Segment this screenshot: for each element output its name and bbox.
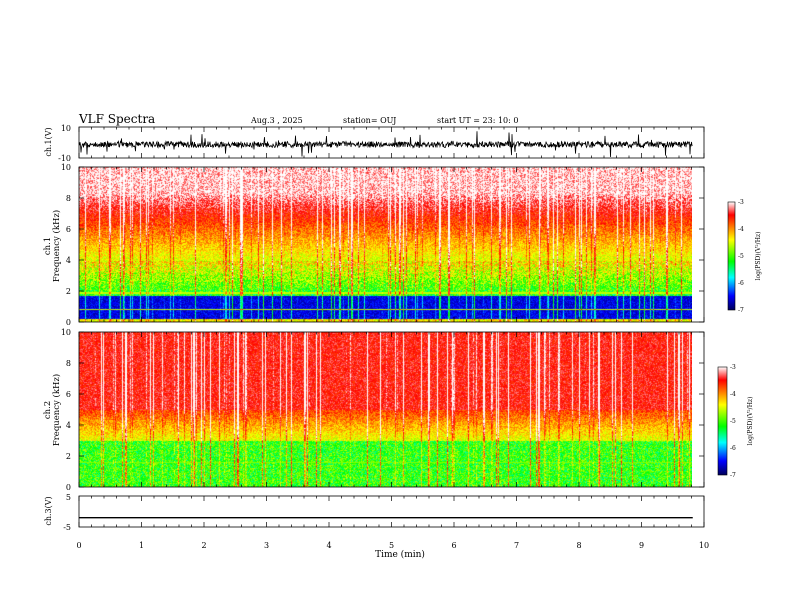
frequency-tick-label: 4: [66, 256, 71, 265]
time-tick-label: 0: [76, 541, 81, 550]
ch2-spectrogram-panel: 0 2 4 6 8 10 ch.2 Frequency (kHz): [43, 328, 705, 492]
colorbar-tick-label: -4: [738, 226, 744, 233]
frequency-tick-label: 8: [66, 359, 71, 368]
ch1-ytick-top: 10: [61, 124, 71, 133]
colorbar-tick-label: -3: [738, 199, 744, 206]
ch1-spectrogram-image: [79, 167, 692, 322]
time-tick-label: 9: [639, 541, 644, 550]
colorbar-tick-label: -7: [738, 307, 744, 314]
ch2-colorbar-label: log(PSD)(V²/Hz): [747, 397, 754, 446]
time-tick-label: 10: [699, 541, 709, 550]
time-tick-label: 6: [451, 541, 456, 550]
colorbar-tick-label: -6: [738, 280, 744, 287]
colorbar-tick-label: -5: [730, 418, 736, 425]
time-tick-label: 3: [264, 541, 269, 550]
date-label: Aug.3 , 2025: [250, 116, 303, 125]
ch1-colorbar: -3 -4 -5 -6 -7 log(PSD)(V²/Hz): [727, 199, 762, 314]
frequency-tick-label: 2: [66, 452, 71, 461]
figure-title: VLF Spectra: [78, 112, 155, 126]
ch1-ytick-bottom: -10: [58, 154, 71, 163]
frequency-tick-label: 0: [66, 483, 71, 492]
ch3-waveform-panel: 5 -5 ch.3(V): [44, 493, 705, 532]
ch3-ytick-bottom: -5: [63, 523, 71, 532]
time-tick-label: 5: [389, 541, 394, 550]
ch2-spectrogram-image: [79, 332, 692, 487]
colorbar-tick-label: -3: [730, 364, 736, 371]
ch1-waveform-panel: 10 -10 ch.1(V): [44, 124, 705, 163]
time-tick-label: 4: [326, 541, 331, 550]
ch1-colorbar-gradient: [727, 201, 736, 311]
frequency-tick-label: 0: [66, 318, 71, 327]
ch1-spectrogram-panel: 0 2 4 6 8 10 ch.1 Frequency (kHz): [43, 163, 705, 327]
frequency-tick-label: 6: [66, 390, 71, 399]
ch1-spectrogram-xticks: [78, 167, 705, 322]
ch2-colorbar-gradient: [717, 366, 728, 476]
station-label: station= OUJ: [343, 116, 396, 125]
ch1-spectrogram-ylabel-frequency: Frequency (kHz): [51, 210, 62, 282]
ch1-waveform-line: [78, 131, 693, 158]
ch1-waveform-ylabel: ch.1(V): [44, 127, 53, 156]
ch2-spectrogram-yticks: 0 2 4 6 8 10: [61, 328, 704, 492]
frequency-tick-label: 10: [61, 163, 71, 172]
ch2-spectrogram-ylabel-channel: ch.2: [43, 401, 53, 419]
ch1-colorbar-label: log(PSD)(V²/Hz): [755, 232, 762, 281]
ch1-colorbar-ticks: -3 -4 -5 -6 -7: [738, 199, 744, 314]
start-time-label: start UT = 23: 10: 0: [437, 116, 518, 125]
ch2-spectrogram-ylabel-frequency: Frequency (kHz): [51, 374, 62, 446]
ch3-waveform-xticks: [78, 496, 705, 527]
frequency-tick-label: 4: [66, 421, 71, 430]
time-tick-label: 1: [139, 541, 144, 550]
colorbar-tick-label: -4: [730, 391, 736, 398]
frequency-tick-label: 6: [66, 225, 71, 234]
ch2-colorbar-ticks: -3 -4 -5 -6 -7: [730, 364, 736, 479]
time-axis-label: Time (min): [375, 549, 425, 560]
frequency-tick-label: 10: [61, 328, 71, 337]
ch2-spectrogram-xticks: [78, 332, 705, 487]
time-tick-label: 7: [514, 541, 519, 550]
ch1-waveform-xticks: [78, 127, 705, 158]
ch2-colorbar: -3 -4 -5 -6 -7 log(PSD)(V²/Hz): [717, 364, 754, 479]
frequency-tick-label: 2: [66, 287, 71, 296]
ch1-spectrogram-yticks: 0 2 4 6 8 10: [61, 163, 704, 327]
time-tick-label: 8: [576, 541, 581, 550]
colorbar-tick-label: -7: [730, 472, 736, 479]
ch3-waveform-ylabel: ch.3(V): [44, 496, 53, 525]
frequency-tick-label: 8: [66, 194, 71, 203]
colorbar-tick-label: -6: [730, 445, 736, 452]
colorbar-tick-label: -5: [738, 253, 744, 260]
time-tick-label: 2: [201, 541, 206, 550]
ch3-ytick-top: 5: [66, 493, 71, 502]
ch1-spectrogram-ylabel-channel: ch.1: [43, 237, 53, 255]
time-axis-tick-labels: 0 1 2 3 4 5 6 7 8 9 10: [76, 541, 709, 550]
